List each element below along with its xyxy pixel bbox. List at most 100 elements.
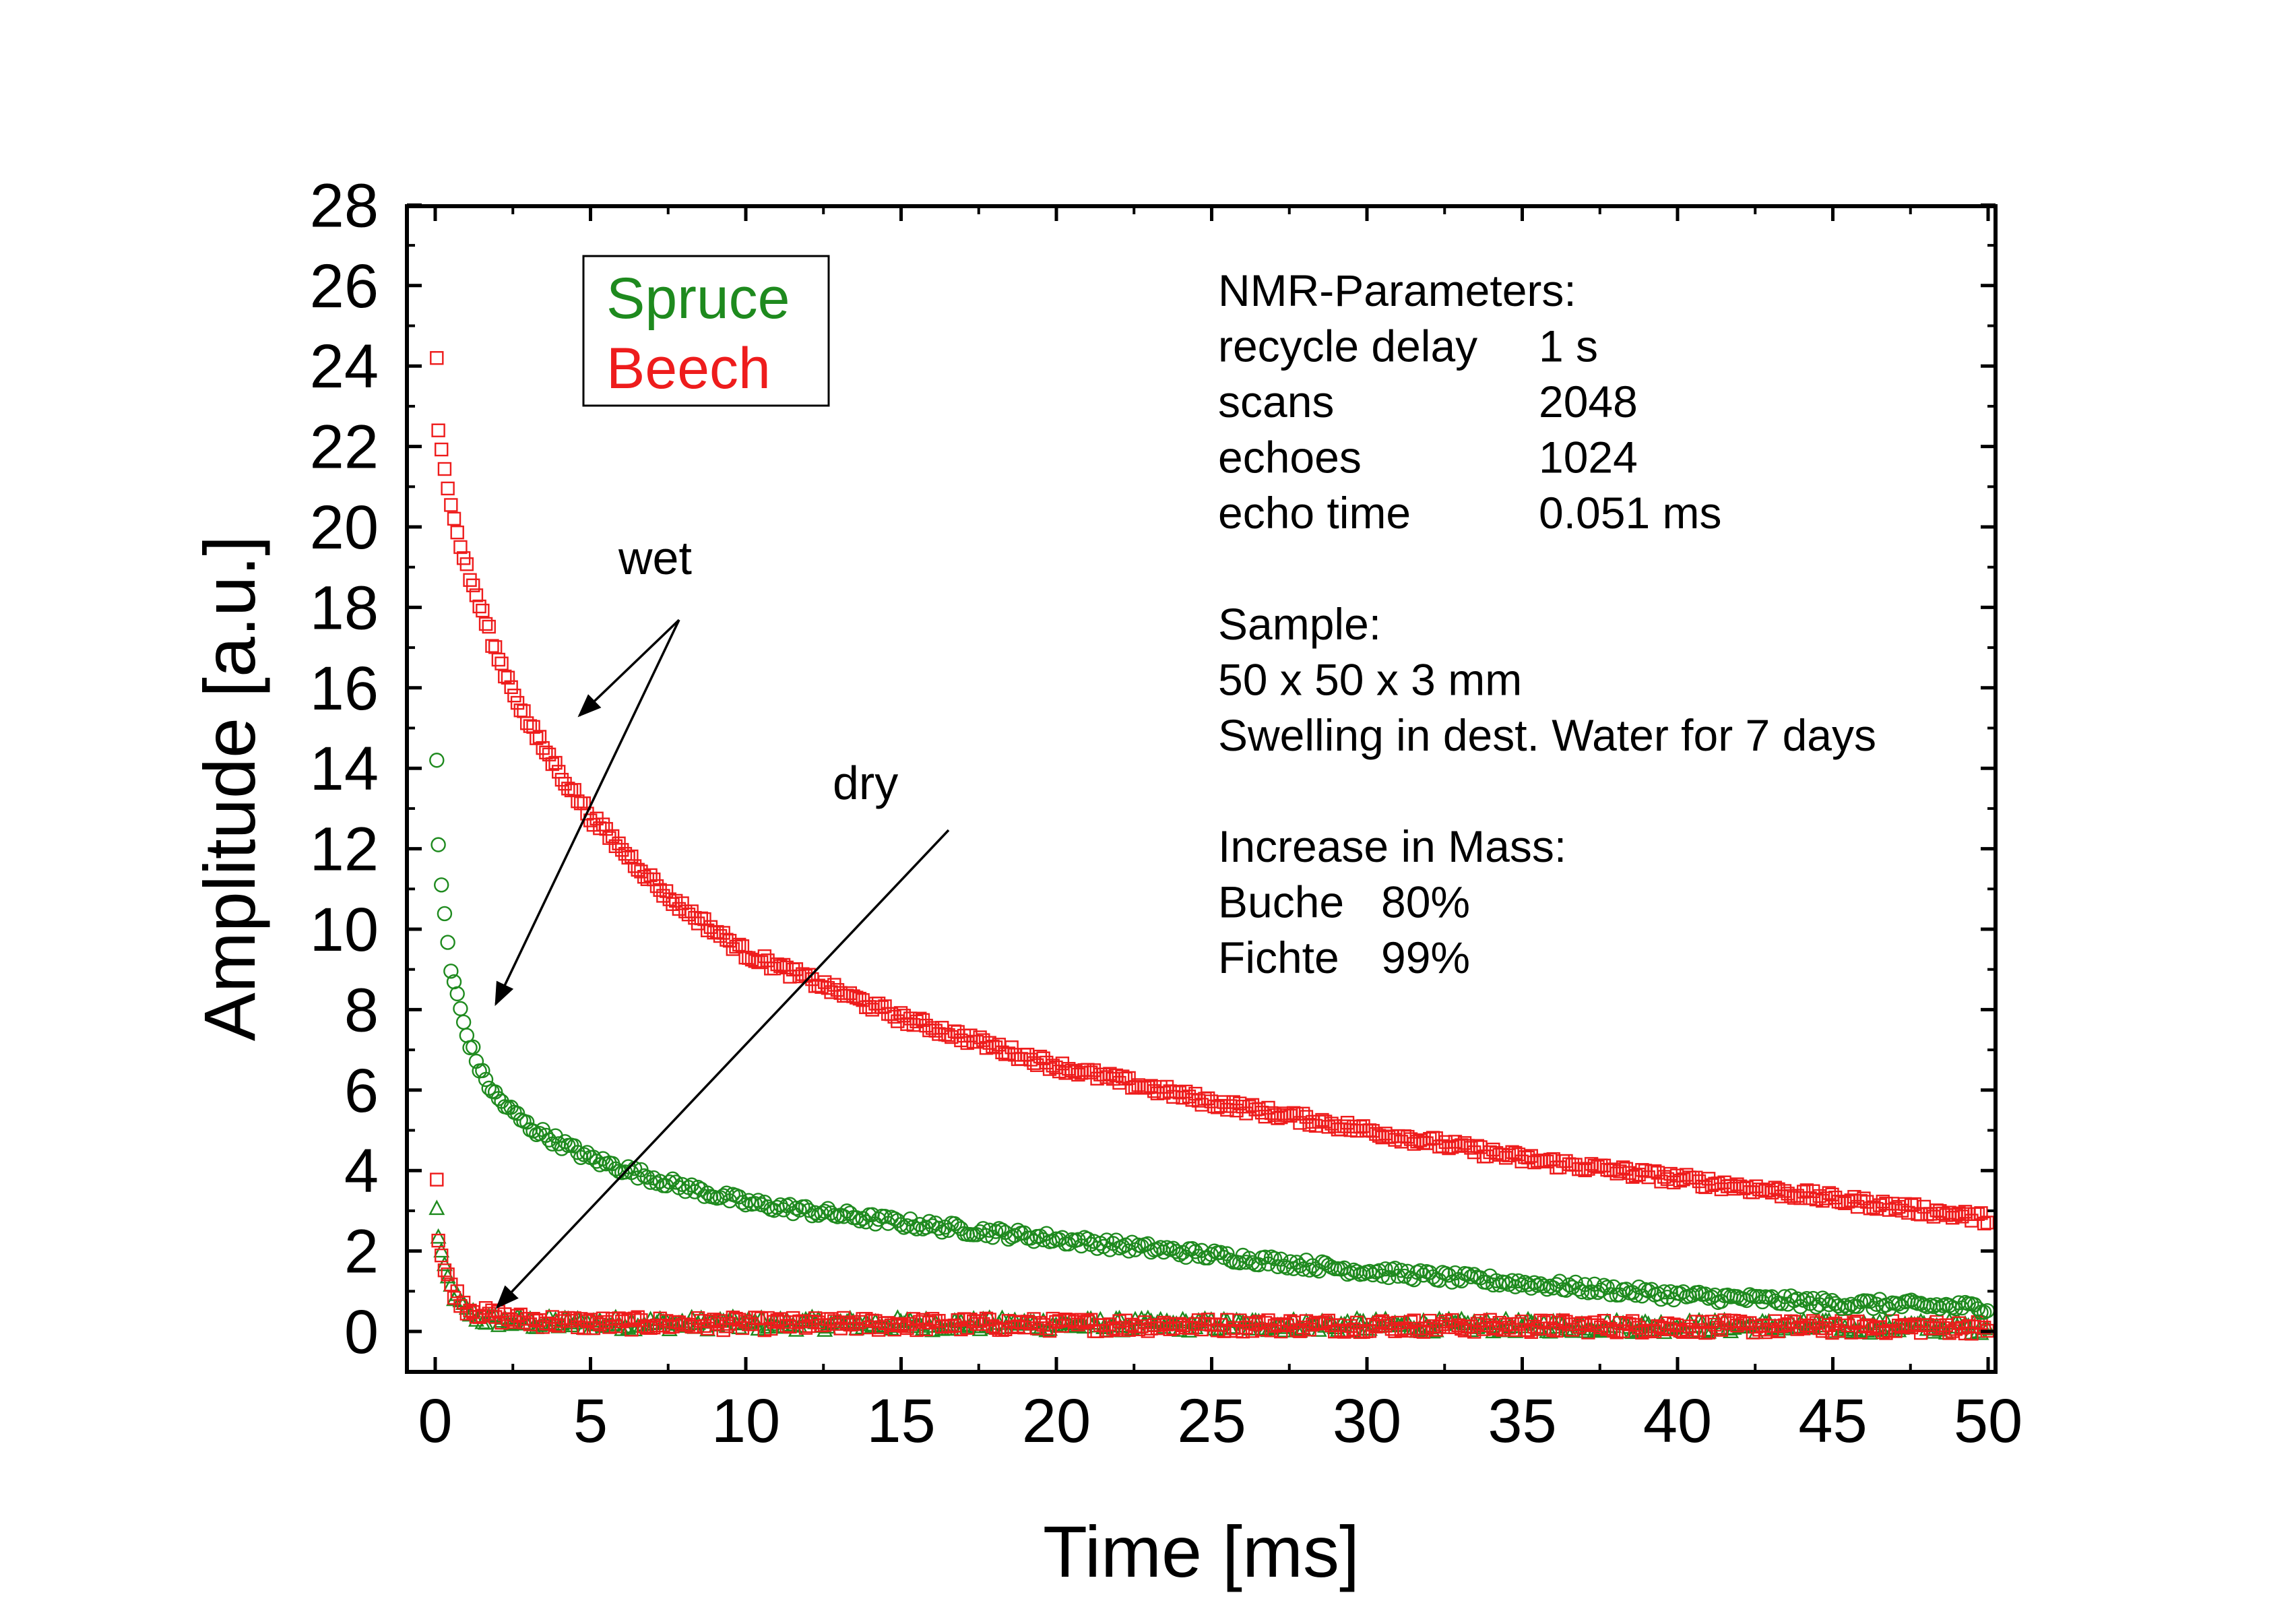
info-line-label: Swelling in dest. Water for 7 days — [1218, 710, 1876, 760]
data-point-spruce-wet — [1463, 1269, 1479, 1285]
data-point-spruce-wet — [478, 1071, 494, 1088]
data-point-beech-wet — [441, 481, 455, 496]
info-line-label: NMR-Parameters: — [1218, 265, 1576, 315]
data-point-spruce-wet — [1270, 1259, 1285, 1275]
info-line-label: scans — [1218, 377, 1334, 427]
data-point-beech-wet — [659, 884, 674, 898]
y-tick-label: 12 — [310, 815, 379, 884]
y-tick-label: 20 — [310, 493, 379, 562]
y-tick-label: 16 — [310, 654, 379, 723]
x-tick-label: 35 — [1488, 1387, 1556, 1455]
legend-beech: Beech — [606, 336, 771, 401]
data-point-beech-wet — [466, 578, 480, 592]
data-point-spruce-wet — [1444, 1274, 1460, 1290]
data-point-beech-wet — [453, 540, 468, 555]
series-spruce-wet — [429, 753, 1996, 1320]
x-axis-title: Time [ms] — [1043, 1511, 1360, 1592]
y-tick-label: 8 — [344, 976, 379, 1044]
data-point-spruce-wet — [931, 1220, 947, 1236]
y-tick-label: 0 — [344, 1298, 379, 1366]
info-line-label: 50 x 50 x 3 mm — [1218, 655, 1522, 705]
data-point-beech-wet — [491, 652, 506, 667]
series-beech-dry — [430, 1172, 1995, 1341]
y-tick-label: 22 — [310, 413, 379, 482]
data-point-spruce-wet — [440, 935, 455, 950]
y-tick-label: 26 — [310, 252, 379, 321]
annotation-dry: dry — [833, 757, 898, 809]
data-point-spruce-wet — [1599, 1280, 1615, 1295]
info-line-value: 1024 — [1539, 433, 1638, 482]
data-point-beech-wet — [435, 442, 449, 457]
info-line-label: echo time — [1218, 488, 1411, 538]
info-line-label: Buche — [1218, 877, 1344, 927]
x-tick-label: 0 — [418, 1387, 452, 1455]
data-point-spruce-wet — [1412, 1263, 1428, 1279]
legend: Spruce Beech — [582, 255, 830, 407]
info-line-label: echoes — [1218, 433, 1362, 482]
nmr-info-text: NMR-Parameters: recycle delay 1 s scans 2048… — [1218, 265, 1876, 982]
data-point-beech-wet — [476, 603, 490, 618]
annotation-wet: wet — [618, 532, 692, 584]
data-point-beech-wet — [1980, 1216, 1995, 1230]
data-point-beech-wet — [444, 498, 458, 512]
data-point-spruce-wet — [817, 1203, 833, 1220]
data-point-beech-wet — [596, 817, 610, 831]
data-point-beech-wet — [437, 462, 452, 476]
data-point-beech-wet — [495, 656, 509, 670]
data-point-beech-dry — [1977, 1321, 1991, 1335]
data-point-spruce-wet — [1302, 1262, 1317, 1278]
data-point-spruce-wet — [443, 964, 459, 979]
x-tick-label: 45 — [1798, 1387, 1867, 1455]
data-point-spruce-wet — [1244, 1255, 1261, 1271]
y-tick-label: 18 — [310, 573, 379, 642]
data-point-spruce-dry — [430, 1228, 447, 1244]
x-tick-label: 25 — [1177, 1387, 1246, 1455]
x-tick-label: 50 — [1954, 1387, 2022, 1455]
data-point-beech-wet — [450, 525, 464, 540]
info-line-label: recycle delay — [1218, 321, 1477, 371]
data-point-spruce-dry — [433, 1242, 450, 1258]
info-line-label: Fichte — [1218, 933, 1339, 982]
info-line-value: 80% — [1381, 877, 1470, 927]
arrow-dry — [495, 829, 950, 1309]
x-tick-label: 40 — [1643, 1387, 1712, 1455]
data-point-beech-dry — [441, 1267, 455, 1282]
data-point-spruce-wet — [1159, 1240, 1175, 1255]
ticks-layer: 0 5 10 15 20 25 30 35 40 45 5002468101214161820222… — [310, 171, 2023, 1455]
data-point-beech-wet — [469, 588, 484, 602]
data-point-spruce-wet — [475, 1063, 490, 1079]
y-tick-label: 24 — [310, 332, 379, 401]
data-point-spruce-wet — [434, 877, 449, 893]
data-point-beech-dry — [437, 1263, 452, 1278]
y-tick-label: 14 — [310, 734, 379, 803]
data-point-spruce-wet — [437, 906, 453, 922]
data-point-spruce-wet — [1574, 1284, 1590, 1300]
series-layer — [428, 351, 1996, 1341]
data-point-spruce-wet — [1583, 1284, 1599, 1300]
data-point-beech-wet — [472, 599, 486, 614]
data-point-spruce-wet — [1527, 1275, 1542, 1290]
x-tick-label: 20 — [1022, 1387, 1091, 1455]
data-point-beech-dry — [431, 1233, 445, 1248]
arrow-wet-beech — [577, 619, 680, 718]
data-point-beech-wet — [459, 557, 474, 571]
data-point-spruce-wet — [1840, 1300, 1856, 1316]
data-point-spruce-wet — [1539, 1282, 1555, 1297]
series-beech-wet — [430, 351, 1995, 1231]
data-point-spruce-wet — [430, 837, 446, 852]
x-tick-label: 30 — [1333, 1387, 1401, 1455]
data-point-beech-wet — [625, 849, 639, 864]
data-point-spruce-wet — [449, 986, 465, 1002]
data-point-spruce-wet — [1441, 1267, 1457, 1283]
data-point-beech-wet — [430, 351, 444, 365]
info-line-label: Increase in Mass: — [1218, 821, 1566, 871]
data-point-beech-wet — [482, 619, 496, 634]
data-point-beech-wet — [577, 796, 592, 811]
y-tick-label: 28 — [310, 171, 379, 240]
plot-frame — [405, 204, 1998, 1374]
data-point-spruce-wet — [753, 1197, 769, 1212]
data-point-spruce-dry — [428, 1199, 445, 1216]
data-point-beech-wet — [504, 680, 518, 695]
